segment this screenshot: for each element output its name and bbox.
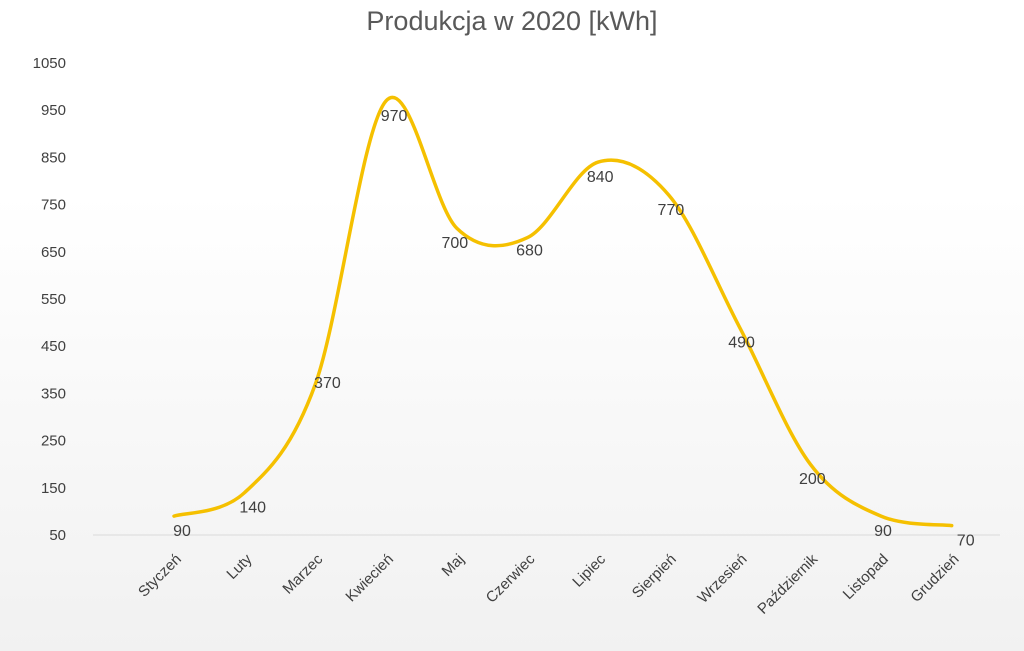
x-tick-label: Sierpień (629, 551, 680, 602)
data-label: 90 (874, 523, 892, 540)
y-tick-label: 50 (49, 527, 66, 544)
y-axis: 50 150 250 350 450 550 650 750 850 950 1050 (33, 55, 66, 544)
data-labels: 90 140 370 970 700 680 840 770 490 200 90 70 (173, 108, 975, 550)
x-tick-label: Czerwiec (483, 550, 539, 606)
y-tick-label: 550 (41, 291, 66, 308)
x-tick-label: Październik (754, 550, 821, 617)
x-tick-label: Listopad (840, 551, 892, 603)
y-tick-label: 350 (41, 385, 66, 402)
data-label: 370 (314, 375, 341, 392)
data-label: 700 (441, 235, 468, 252)
y-tick-label: 450 (41, 338, 66, 355)
y-tick-label: 850 (41, 149, 66, 166)
x-tick-label: Styczeń (135, 551, 185, 601)
data-label: 680 (516, 243, 543, 260)
data-label: 90 (173, 523, 191, 540)
data-label: 970 (381, 108, 408, 125)
y-tick-label: 750 (41, 197, 66, 214)
y-tick-label: 1050 (33, 55, 66, 72)
y-tick-label: 650 (41, 244, 66, 261)
x-tick-label: Lipiec (569, 550, 609, 590)
y-tick-label: 150 (41, 480, 66, 497)
y-tick-label: 250 (41, 433, 66, 450)
y-tick-label: 950 (41, 102, 66, 119)
x-tick-label: Kwiecień (342, 551, 396, 605)
data-label: 490 (728, 334, 755, 351)
data-label: 140 (239, 500, 266, 517)
x-axis: Styczeń Luty Marzec Kwiecień Maj Czerwiec Lipi… (135, 550, 962, 617)
data-label: 200 (799, 471, 826, 488)
data-label: 840 (587, 169, 614, 186)
data-label: 70 (957, 533, 975, 550)
data-label: 770 (658, 202, 685, 219)
x-tick-label: Wrzesień (694, 551, 750, 607)
x-tick-label: Luty (223, 550, 255, 582)
chart-title: Produkcja w 2020 [kWh] (366, 6, 658, 36)
x-tick-label: Grudzień (907, 551, 962, 606)
series-line (172, 95, 954, 528)
x-tick-label: Maj (439, 551, 468, 580)
x-tick-label: Marzec (279, 550, 326, 597)
